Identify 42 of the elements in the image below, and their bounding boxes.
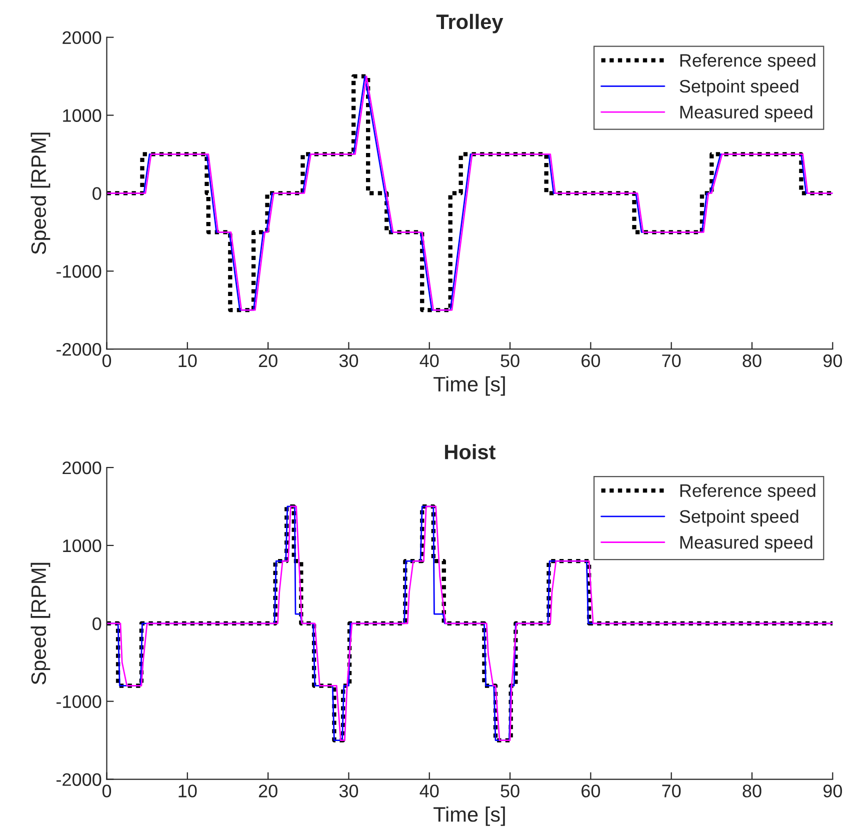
- y-tick-label: 0: [92, 187, 102, 200]
- x-tick-label: 40: [420, 354, 439, 368]
- x-tick-label: 20: [258, 784, 278, 798]
- x-tick-label: 50: [500, 784, 520, 798]
- y-tick-label: 1000: [63, 539, 102, 552]
- x-tick-label: 30: [339, 354, 358, 368]
- legend-label: Setpoint speed: [680, 79, 798, 96]
- y-tick-label: 0: [92, 617, 102, 630]
- x-tick-label: 30: [339, 784, 358, 798]
- y-tick-label: -2000: [56, 773, 102, 786]
- y-tick-label: -2000: [56, 342, 102, 356]
- x-tick-label: 80: [742, 784, 762, 798]
- y-tick-label: 2000: [62, 31, 102, 44]
- x-tick-label: 50: [500, 354, 520, 368]
- x-tick-label: 10: [178, 354, 197, 368]
- y-axis-title: Speed [RPM]: [30, 562, 50, 684]
- x-tick-label: 10: [178, 784, 197, 798]
- x-tick-label: 60: [582, 784, 600, 798]
- legend-label: Setpoint speed: [680, 510, 798, 526]
- x-tick-label: 0: [102, 354, 112, 368]
- legend-label: Reference speed: [680, 484, 816, 501]
- x-tick-label: 70: [662, 354, 681, 368]
- y-tick-label: -1000: [56, 695, 102, 708]
- x-tick-label: 90: [823, 784, 842, 798]
- x-tick-label: 20: [258, 354, 278, 368]
- y-tick-label: -1000: [56, 265, 102, 278]
- y-tick-label: 2000: [62, 461, 102, 474]
- legend-label: Measured speed: [680, 535, 812, 552]
- chart-title: Hoist: [445, 444, 496, 460]
- legend-label: Reference speed: [680, 54, 816, 70]
- x-axis-title: Time [s]: [434, 806, 505, 826]
- y-axis-title: Speed [RPM]: [30, 132, 50, 254]
- x-tick-label: 70: [662, 784, 681, 798]
- x-tick-label: 40: [420, 784, 439, 798]
- chart-title: Trolley: [436, 14, 504, 34]
- x-tick-label: 80: [742, 354, 762, 368]
- x-tick-label: 90: [823, 354, 842, 368]
- x-tick-label: 60: [582, 354, 600, 368]
- legend-label: Measured speed: [680, 105, 812, 122]
- x-tick-label: 0: [102, 784, 112, 798]
- x-axis-title: Time [s]: [434, 376, 505, 396]
- y-tick-label: 1000: [63, 109, 102, 122]
